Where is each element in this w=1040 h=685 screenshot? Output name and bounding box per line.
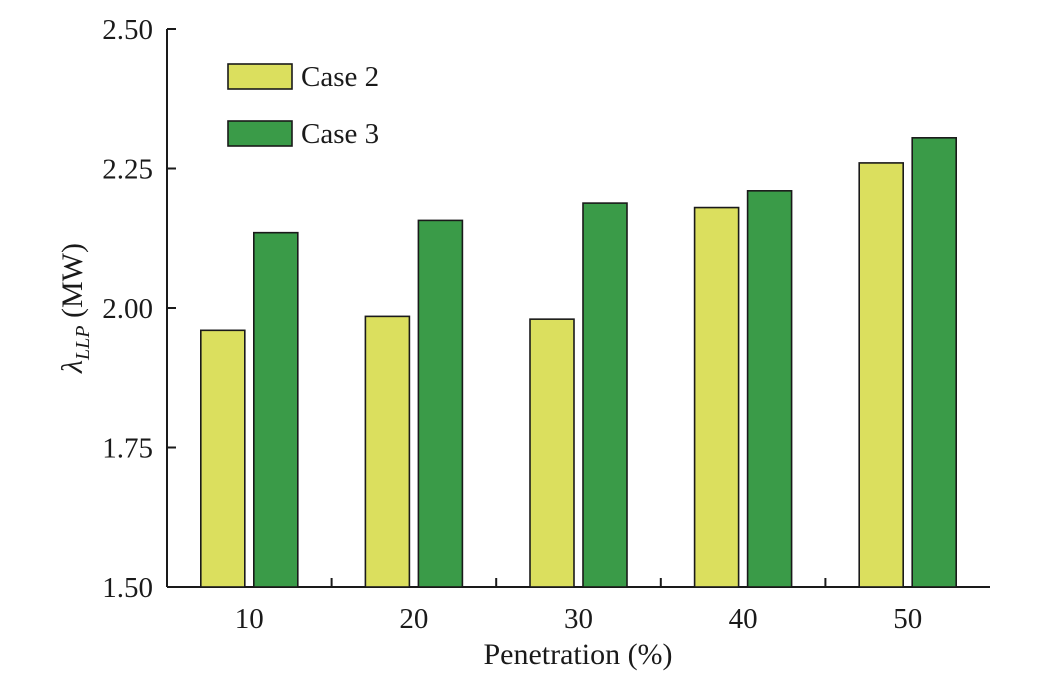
y-axis-title: λLLP (MW) <box>56 243 94 374</box>
bars <box>200 137 958 588</box>
bar-case-3 <box>746 190 793 588</box>
legend-swatch <box>227 120 293 147</box>
y-tick-label: 2.25 <box>102 154 153 186</box>
legend-label: Case 3 <box>301 118 379 150</box>
bar-case-2 <box>200 329 246 588</box>
bar-case-2 <box>693 206 740 588</box>
x-tick-label: 50 <box>893 603 922 635</box>
y-tick-label: 1.75 <box>102 433 153 465</box>
bar-case-2 <box>529 318 575 588</box>
bar-case-2 <box>858 162 905 588</box>
axes: 1.50 1.75 2.00 2.25 2.50 10 20 30 40 50 <box>102 14 990 635</box>
y-axis-subscript: LLP <box>72 326 94 361</box>
bar-case-3 <box>582 202 628 588</box>
bar-case-2 <box>364 315 411 588</box>
legend-label: Case 2 <box>301 61 379 93</box>
bar-case-3 <box>417 219 464 588</box>
y-axis-unit: (MW) <box>56 243 89 325</box>
bar-case-3 <box>253 231 299 588</box>
y-tick-label: 2.50 <box>102 14 153 46</box>
legend-swatch <box>227 63 293 90</box>
y-tick-label: 1.50 <box>102 572 153 604</box>
x-tick-label: 20 <box>399 603 428 635</box>
y-axis-symbol: λ <box>56 360 89 374</box>
legend: Case 2 Case 3 <box>227 61 379 150</box>
x-axis-title: Penetration (%) <box>483 638 672 671</box>
y-tick-label: 2.00 <box>102 293 153 325</box>
bar-case-3 <box>911 137 958 588</box>
x-tick-label: 30 <box>564 603 593 635</box>
x-tick-label: 10 <box>235 603 264 635</box>
x-tick-label: 40 <box>729 603 758 635</box>
